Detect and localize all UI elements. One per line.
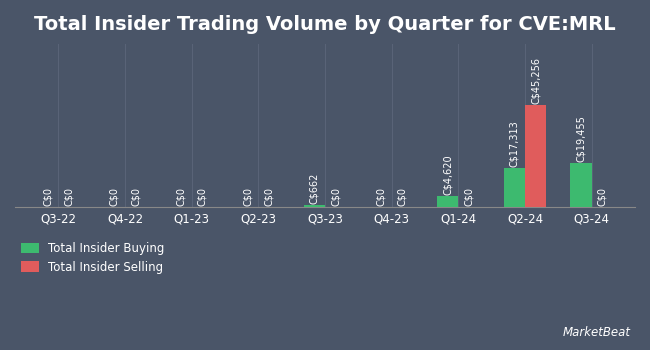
Text: C$0: C$0: [109, 187, 120, 206]
Text: C$0: C$0: [176, 187, 186, 206]
Text: C$0: C$0: [198, 187, 207, 206]
Text: C$0: C$0: [64, 187, 74, 206]
Text: C$45,256: C$45,256: [530, 57, 541, 104]
Text: MarketBeat: MarketBeat: [562, 327, 630, 340]
Text: C$0: C$0: [264, 187, 274, 206]
Bar: [437, 196, 458, 207]
Bar: [504, 168, 525, 207]
Text: C$0: C$0: [376, 187, 386, 206]
Text: C$0: C$0: [242, 187, 253, 206]
Legend: Total Insider Buying, Total Insider Selling: Total Insider Buying, Total Insider Sell…: [21, 242, 164, 274]
Bar: [570, 163, 592, 207]
Bar: [304, 205, 325, 207]
Text: C$662: C$662: [309, 173, 319, 204]
Text: C$0: C$0: [397, 187, 408, 206]
Text: C$0: C$0: [331, 187, 341, 206]
Bar: [525, 105, 547, 207]
Text: C$17,313: C$17,313: [510, 120, 519, 167]
Title: Total Insider Trading Volume by Quarter for CVE:MRL: Total Insider Trading Volume by Quarter …: [34, 15, 616, 34]
Text: C$0: C$0: [464, 187, 474, 206]
Text: C$19,455: C$19,455: [576, 115, 586, 162]
Text: C$0: C$0: [131, 187, 140, 206]
Text: C$0: C$0: [43, 187, 53, 206]
Text: C$0: C$0: [597, 187, 607, 206]
Text: C$4,620: C$4,620: [443, 155, 452, 196]
